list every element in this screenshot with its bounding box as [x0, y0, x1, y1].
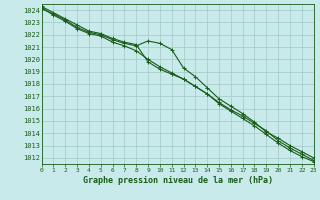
- X-axis label: Graphe pression niveau de la mer (hPa): Graphe pression niveau de la mer (hPa): [83, 176, 273, 185]
